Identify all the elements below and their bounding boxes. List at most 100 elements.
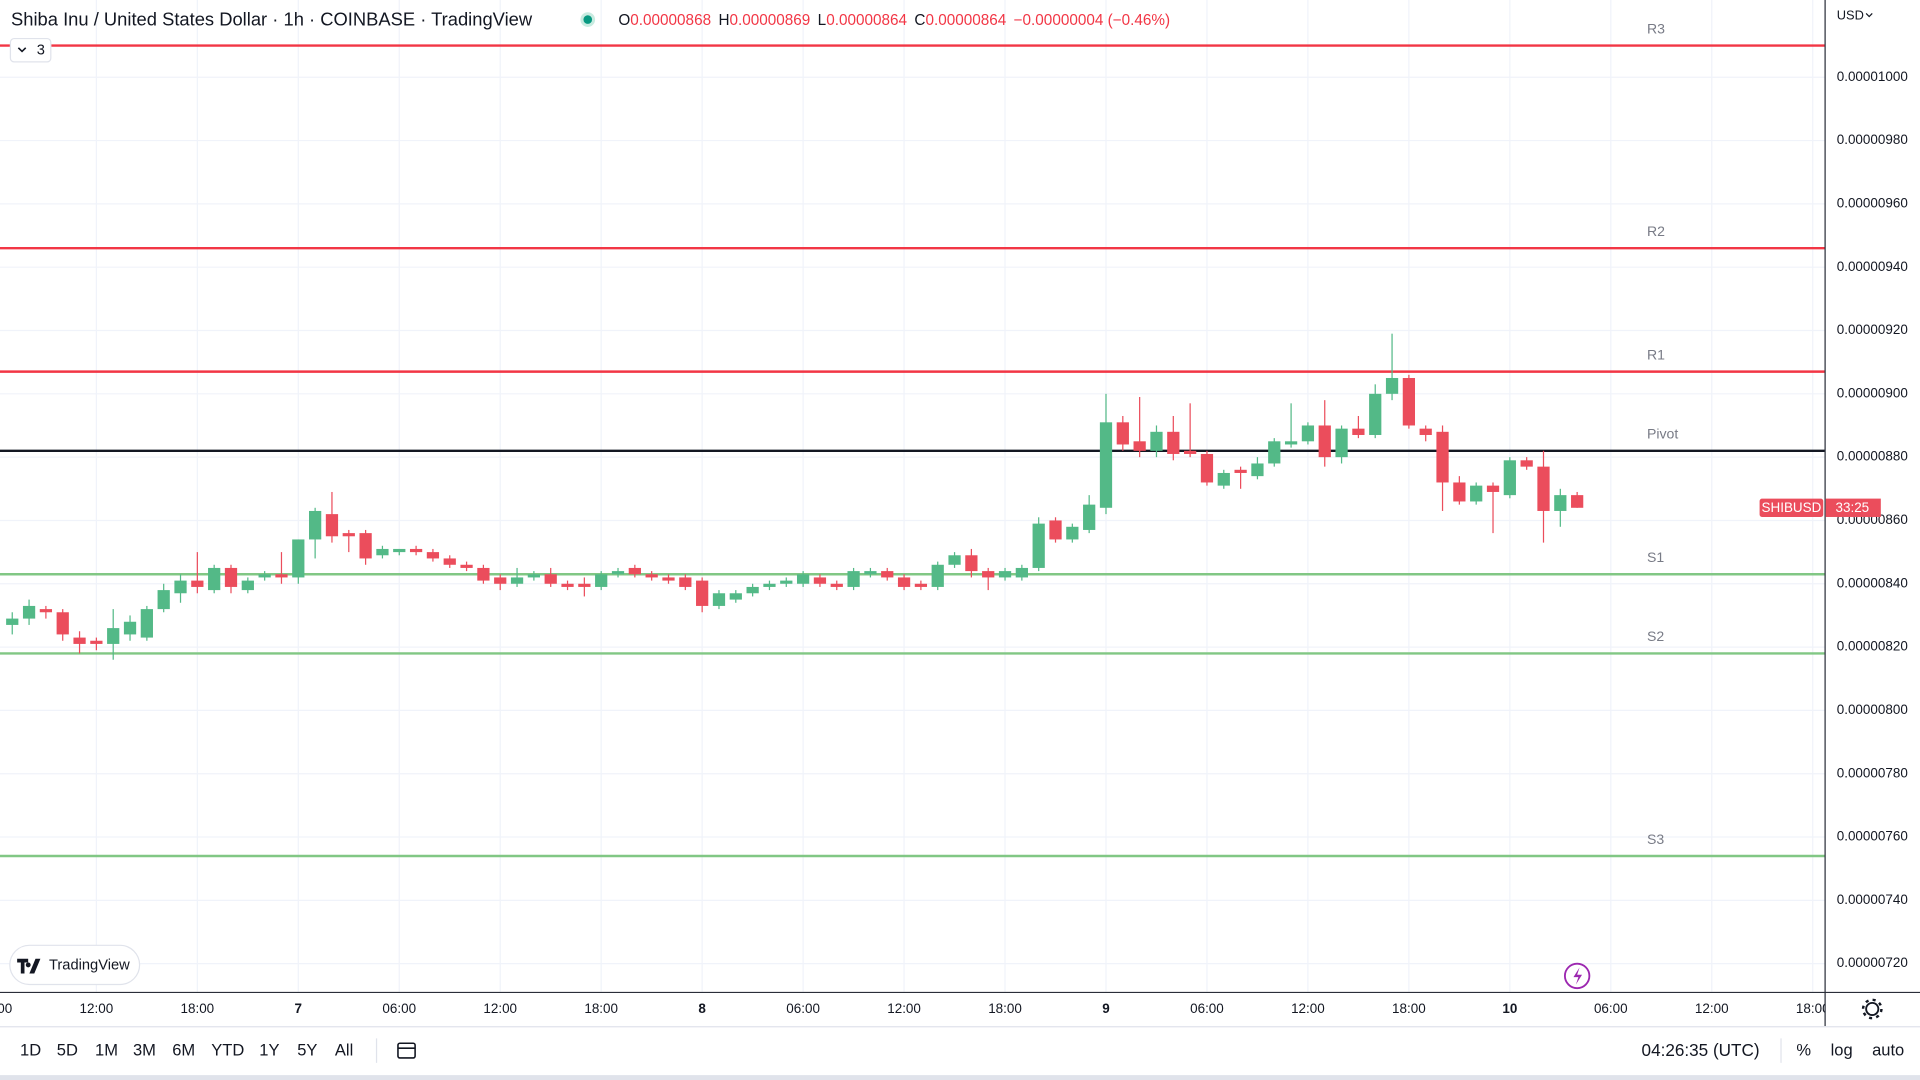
candle-body (477, 567, 490, 581)
logo-badge[interactable] (9, 944, 141, 986)
candle-body (1503, 460, 1516, 496)
pivot-label: S3 (1647, 831, 1664, 847)
candle-body (746, 586, 759, 594)
scale-option[interactable]: auto (1872, 1041, 1904, 1060)
candle-body (510, 577, 524, 584)
ohlc-key: O (618, 12, 630, 29)
pivot-label: S1 (1647, 549, 1664, 565)
countdown-bg (1825, 498, 1881, 517)
range-button[interactable]: 1M (95, 1041, 118, 1060)
candle-body (729, 593, 742, 600)
candle-body (359, 533, 372, 559)
settings-teeth (1861, 998, 1883, 1020)
candle-body (544, 574, 557, 584)
candle-body (696, 580, 709, 606)
candle-body (258, 574, 271, 578)
bolt-icon (1573, 967, 1583, 985)
candle-body (123, 621, 137, 635)
candle-body (1184, 450, 1197, 454)
candle-body (965, 555, 978, 572)
ohlc-change: −0.00000004 (−0.46%) (1014, 12, 1171, 29)
candle-body (847, 571, 860, 587)
candle-body (1571, 495, 1584, 508)
candle-body (56, 612, 69, 635)
x-tick-label: 06:00 (0, 1001, 12, 1016)
candle-body (1402, 377, 1416, 426)
scale-option[interactable]: log (1831, 1041, 1853, 1060)
x-tick-label: 18:00 (988, 1001, 1022, 1016)
ohlc-key: H (718, 12, 729, 29)
candle-body (1133, 441, 1146, 451)
logo-text: TradingView (49, 957, 130, 973)
ohlc-value: 0.00000864 (826, 12, 907, 29)
price-axis: 0.00001000 0.00000980 0.00000960 0.00000940… (1837, 69, 1908, 970)
ohlc-value: 0.00000864 (925, 12, 1006, 29)
ohlc-legend: O0.00000868 H0.00000869 L0.00000864 C0.0000… (618, 12, 1170, 29)
candle-body (982, 571, 995, 578)
candle-body (527, 574, 541, 578)
candle-body (376, 548, 389, 556)
y-tick-label: 0.00000840 (1837, 575, 1908, 590)
candle-body (1318, 425, 1331, 458)
chart-title: Shiba Inu / United States Dollar · 1h · … (11, 9, 533, 30)
chevron-icon (17, 47, 27, 53)
clock[interactable]: 04:26:35 (UTC) (1642, 1040, 1760, 1060)
x-tick-label: 06:00 (1190, 1001, 1224, 1016)
candle-body (679, 577, 692, 587)
candle-body (22, 605, 36, 619)
y-tick-label: 0.00000780 (1837, 765, 1908, 780)
y-tick-label: 0.00000800 (1837, 702, 1908, 717)
candle-body (662, 577, 675, 581)
candle-body (208, 567, 221, 591)
candle-body (1032, 523, 1045, 568)
candle-body (931, 564, 944, 587)
currency-label[interactable]: USD (1837, 7, 1864, 22)
candle-body (881, 571, 894, 578)
candle-body (191, 580, 204, 587)
candle-body (1537, 466, 1550, 511)
candle-body (157, 590, 170, 610)
range-button[interactable]: 1D (20, 1041, 41, 1060)
indicator-toggle[interactable] (9, 37, 52, 63)
candle-body (241, 580, 254, 591)
candle-body (1015, 567, 1028, 578)
candle-body (393, 548, 406, 553)
candle-body (309, 510, 322, 540)
candle-body (39, 609, 53, 613)
alert-icon[interactable] (1563, 962, 1591, 990)
calendar-icon[interactable] (397, 1042, 416, 1059)
candle-body (1116, 422, 1129, 445)
pivot-levels: R3 R2 R1 Pivot S1 S2 S3 (0, 20, 1825, 858)
candle-body (1486, 485, 1500, 492)
ohlc-value: 0.00000869 (730, 12, 811, 29)
y-tick-label: 0.00000960 (1837, 195, 1908, 210)
range-button[interactable]: 3M (133, 1041, 156, 1060)
range-button[interactable]: 5D (57, 1041, 78, 1060)
range-button[interactable]: 5Y (297, 1041, 317, 1060)
chevron-icon (1865, 13, 1873, 18)
pivot-label: S2 (1647, 628, 1664, 644)
y-tick-label: 0.00000820 (1837, 639, 1908, 654)
scale-option[interactable]: % (1796, 1041, 1811, 1060)
time-axis: 06:00 12:00 18:00 7 06:00 12:00 18:00 8 06:00 12:… (0, 1001, 1824, 1016)
settings-icon[interactable] (1865, 1001, 1880, 1017)
candles (6, 333, 1584, 660)
x-tick-label: 06:00 (382, 1001, 416, 1016)
candle-body (578, 583, 591, 587)
range-button[interactable]: 1Y (259, 1041, 279, 1060)
candle-body (763, 583, 776, 587)
range-button[interactable]: YTD (211, 1041, 244, 1060)
candle-body (224, 567, 238, 587)
range-button[interactable]: 6M (172, 1041, 195, 1060)
candle-body (275, 574, 288, 578)
candle-body (1268, 441, 1281, 464)
candle-body (1099, 422, 1113, 508)
range-button[interactable]: All (335, 1041, 353, 1060)
x-tick-label: 12:00 (887, 1001, 921, 1016)
toolbar: 1D 5D 1M 3M 6M YTD 1Y 5Y All% log auto (20, 1041, 1904, 1060)
candle-body (595, 574, 608, 587)
candle-body (897, 577, 911, 587)
candle-body (1301, 425, 1315, 442)
x-tick-label: 18:00 (181, 1001, 215, 1016)
candle-body (611, 571, 625, 575)
